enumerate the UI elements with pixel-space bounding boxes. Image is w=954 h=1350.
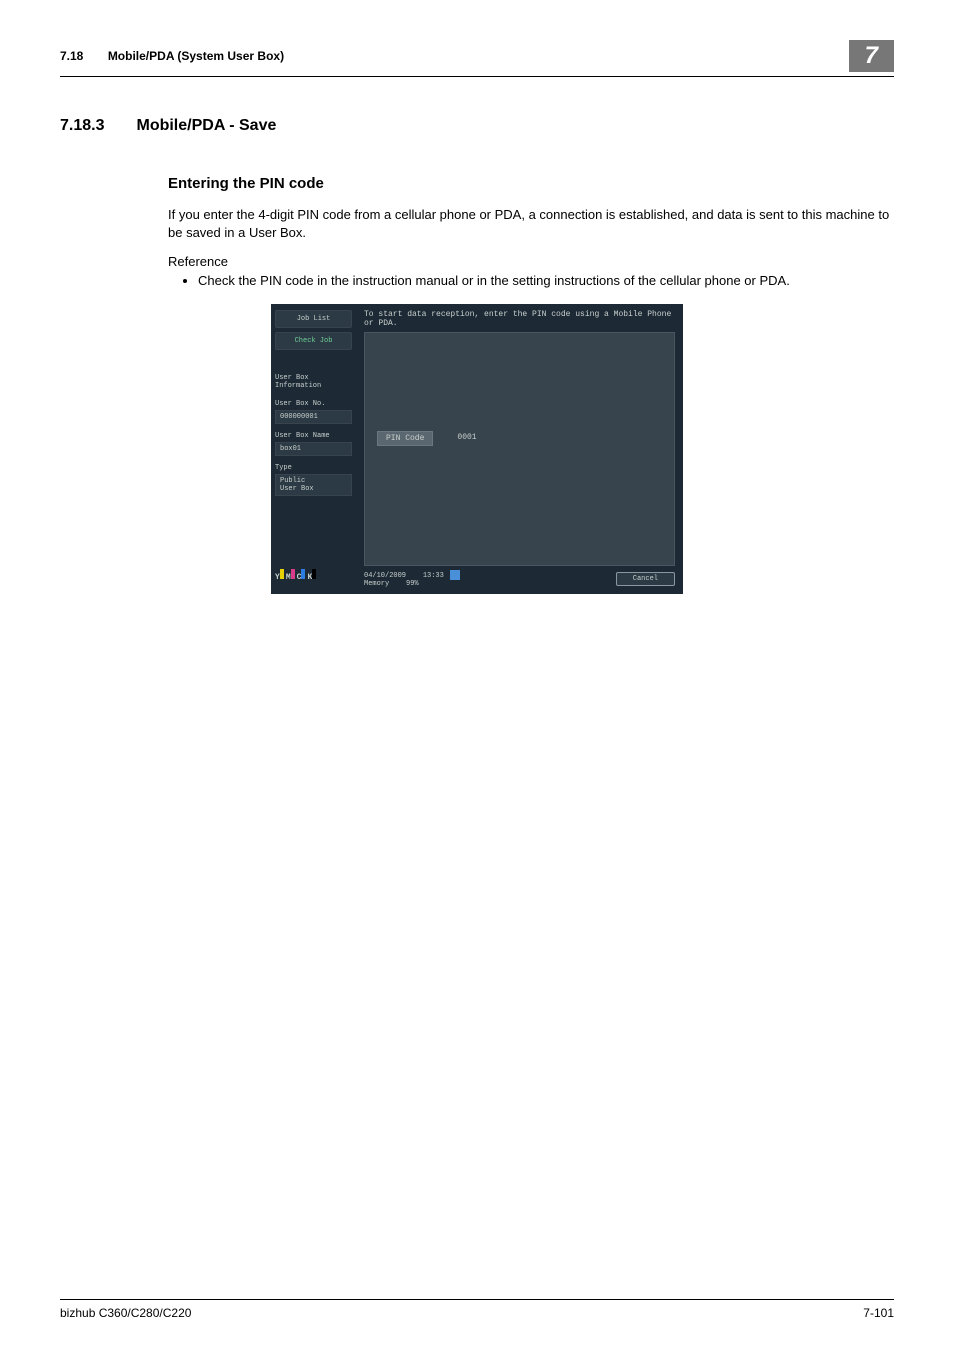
memory-value: 99% [406,580,419,588]
subsection-heading: 7.18.3 Mobile/PDA - Save [60,117,894,135]
status-time: 13:33 [423,572,444,580]
device-footer-bar: 04/10/2009 13:33 Memory 99% Cancel [364,566,675,588]
pin-code-value: 0001 [453,431,480,446]
page-header: 7.18 Mobile/PDA (System User Box) 7 [60,40,894,77]
page: 7.18 Mobile/PDA (System User Box) 7 7.18… [0,0,954,1350]
device-right-panel: To start data reception, enter the PIN c… [356,304,683,594]
type-value-1: Public [280,477,305,485]
subheading: Entering the PIN code [168,175,894,192]
info-heading-1: User Box [275,374,309,382]
box-name-value: box01 [275,442,352,456]
header-left: 7.18 Mobile/PDA (System User Box) [60,47,284,65]
device-screenshot: Job List Check Job User Box Information … [271,304,683,594]
toner-c: C [297,569,306,582]
intro-paragraph: If you enter the 4-digit PIN code from a… [168,206,894,242]
toner-y-bar [280,569,284,579]
status-date: 04/10/2009 [364,572,406,580]
section-title: Mobile/PDA (System User Box) [108,49,284,63]
toner-c-bar [301,569,305,579]
box-no-value: 000000001 [275,410,352,424]
pin-row: PIN Code 0001 [377,431,481,446]
cancel-button[interactable]: Cancel [616,572,675,586]
info-heading-2: Information [275,382,321,390]
subsection-number: 7.18.3 [60,117,104,135]
section-number: 7.18 [60,49,103,63]
chapter-badge: 7 [849,40,894,72]
status-left: 04/10/2009 13:33 Memory 99% [364,570,462,588]
toner-m: M [286,569,295,582]
main-panel: PIN Code 0001 [364,332,675,566]
box-name-label: User Box Name [275,432,352,440]
type-value-2: User Box [280,485,314,493]
device-left-panel: Job List Check Job User Box Information … [271,304,356,594]
memory-icon [450,570,460,580]
toner-k-bar [312,569,316,579]
check-job-tab[interactable]: Check Job [275,332,352,350]
type-value: Public User Box [275,474,352,496]
job-list-tab[interactable]: Job List [275,310,352,328]
toner-k: K [307,569,316,582]
memory-label: Memory [364,580,389,588]
box-no-label: User Box No. [275,400,352,408]
subsection-title: Mobile/PDA - Save [136,117,276,135]
device-screenshot-wrap: Job List Check Job User Box Information … [60,304,894,594]
footer-model: bizhub C360/C280/C220 [60,1306,191,1320]
toner-m-bar [291,569,295,579]
pin-code-label: PIN Code [377,431,433,446]
instruction-text: To start data reception, enter the PIN c… [364,310,675,328]
page-footer: bizhub C360/C280/C220 7-101 [60,1299,894,1320]
type-label: Type [275,464,352,472]
reference-label: Reference [168,254,894,269]
reference-bullets: Check the PIN code in the instruction ma… [168,273,894,288]
footer-page: 7-101 [863,1306,894,1320]
user-box-info: User Box Information User Box No. 000000… [275,374,352,504]
info-heading: User Box Information [275,374,352,390]
toner-y: Y [275,569,284,582]
toner-indicators: Y M C K [275,565,352,588]
bullet-item: Check the PIN code in the instruction ma… [198,273,894,288]
